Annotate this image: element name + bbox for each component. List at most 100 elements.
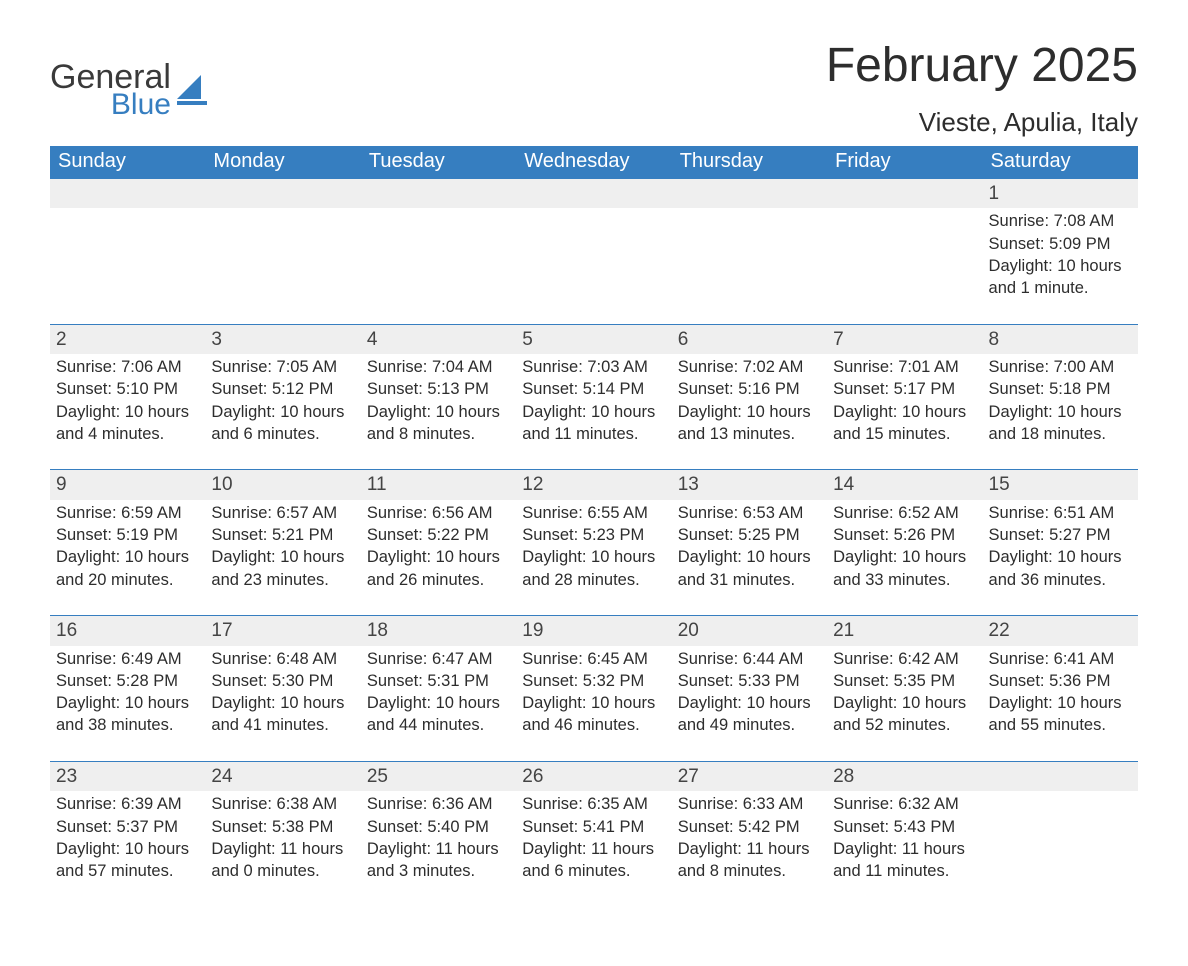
daylight-text: Daylight: 10 hours and 31 minutes. — [678, 546, 821, 591]
day-number-cell: 3 — [205, 324, 360, 354]
sunset-text: Sunset: 5:38 PM — [211, 816, 354, 838]
day-cell — [205, 208, 360, 324]
daylight-text: Daylight: 10 hours and 55 minutes. — [989, 692, 1132, 737]
day-number-cell — [827, 179, 982, 209]
day-cell: Sunrise: 6:56 AMSunset: 5:22 PMDaylight:… — [361, 500, 516, 616]
week-body-row: Sunrise: 7:08 AMSunset: 5:09 PMDaylight:… — [50, 208, 1138, 324]
day-number-cell: 1 — [983, 179, 1138, 209]
day-number: 20 — [672, 616, 827, 646]
day-cell: Sunrise: 6:36 AMSunset: 5:40 PMDaylight:… — [361, 791, 516, 906]
day-number: 5 — [516, 325, 671, 355]
sunset-text: Sunset: 5:26 PM — [833, 524, 976, 546]
sunset-text: Sunset: 5:43 PM — [833, 816, 976, 838]
sunrise-text: Sunrise: 6:47 AM — [367, 648, 510, 670]
day-cell: Sunrise: 6:55 AMSunset: 5:23 PMDaylight:… — [516, 500, 671, 616]
day-cell: Sunrise: 7:02 AMSunset: 5:16 PMDaylight:… — [672, 354, 827, 470]
sunrise-text: Sunrise: 6:57 AM — [211, 502, 354, 524]
sunset-text: Sunset: 5:14 PM — [522, 378, 665, 400]
day-number-cell: 8 — [983, 324, 1138, 354]
day-cell: Sunrise: 6:45 AMSunset: 5:32 PMDaylight:… — [516, 646, 671, 762]
day-number-cell: 27 — [672, 761, 827, 791]
sunrise-text: Sunrise: 6:39 AM — [56, 793, 199, 815]
sunset-text: Sunset: 5:16 PM — [678, 378, 821, 400]
day-number — [672, 179, 827, 209]
week-body-row: Sunrise: 7:06 AMSunset: 5:10 PMDaylight:… — [50, 354, 1138, 470]
day-cell: Sunrise: 6:51 AMSunset: 5:27 PMDaylight:… — [983, 500, 1138, 616]
day-cell: Sunrise: 6:41 AMSunset: 5:36 PMDaylight:… — [983, 646, 1138, 762]
day-cell — [50, 208, 205, 324]
day-number: 21 — [827, 616, 982, 646]
day-number-cell: 10 — [205, 470, 360, 500]
day-cell: Sunrise: 6:35 AMSunset: 5:41 PMDaylight:… — [516, 791, 671, 906]
day-number-cell — [983, 761, 1138, 791]
daylight-text: Daylight: 10 hours and 18 minutes. — [989, 401, 1132, 446]
brand-sail-icon — [177, 75, 211, 105]
day-number: 16 — [50, 616, 205, 646]
day-number: 12 — [516, 470, 671, 500]
location-label: Vieste, Apulia, Italy — [826, 107, 1138, 138]
weekday-header-row: Sunday Monday Tuesday Wednesday Thursday… — [50, 146, 1138, 179]
week-daynum-row: 232425262728 — [50, 761, 1138, 791]
day-number-cell — [361, 179, 516, 209]
day-number-cell: 28 — [827, 761, 982, 791]
day-number-cell: 24 — [205, 761, 360, 791]
daylight-text: Daylight: 11 hours and 0 minutes. — [211, 838, 354, 883]
day-number-cell: 6 — [672, 324, 827, 354]
daylight-text: Daylight: 10 hours and 6 minutes. — [211, 401, 354, 446]
day-number-cell: 4 — [361, 324, 516, 354]
day-number-cell: 2 — [50, 324, 205, 354]
day-number-cell: 15 — [983, 470, 1138, 500]
sunset-text: Sunset: 5:30 PM — [211, 670, 354, 692]
page: General Blue February 2025 Vieste, Apuli… — [0, 0, 1188, 966]
week-daynum-row: 16171819202122 — [50, 615, 1138, 645]
weekday-header: Saturday — [983, 146, 1138, 179]
sunrise-text: Sunrise: 6:49 AM — [56, 648, 199, 670]
sunrise-text: Sunrise: 6:36 AM — [367, 793, 510, 815]
sunset-text: Sunset: 5:12 PM — [211, 378, 354, 400]
calendar-table: Sunday Monday Tuesday Wednesday Thursday… — [50, 146, 1138, 907]
day-number: 17 — [205, 616, 360, 646]
daylight-text: Daylight: 10 hours and 23 minutes. — [211, 546, 354, 591]
day-number: 1 — [983, 179, 1138, 209]
day-cell: Sunrise: 7:05 AMSunset: 5:12 PMDaylight:… — [205, 354, 360, 470]
sunrise-text: Sunrise: 6:52 AM — [833, 502, 976, 524]
sunset-text: Sunset: 5:22 PM — [367, 524, 510, 546]
week-daynum-row: 9101112131415 — [50, 470, 1138, 500]
sunrise-text: Sunrise: 6:48 AM — [211, 648, 354, 670]
day-cell: Sunrise: 6:48 AMSunset: 5:30 PMDaylight:… — [205, 646, 360, 762]
sunrise-text: Sunrise: 6:55 AM — [522, 502, 665, 524]
sunrise-text: Sunrise: 7:05 AM — [211, 356, 354, 378]
sunrise-text: Sunrise: 6:44 AM — [678, 648, 821, 670]
sunset-text: Sunset: 5:42 PM — [678, 816, 821, 838]
sunset-text: Sunset: 5:28 PM — [56, 670, 199, 692]
day-number — [983, 762, 1138, 792]
day-number: 26 — [516, 762, 671, 792]
day-number-cell: 7 — [827, 324, 982, 354]
daylight-text: Daylight: 10 hours and 1 minute. — [989, 255, 1132, 300]
sunrise-text: Sunrise: 7:02 AM — [678, 356, 821, 378]
sunset-text: Sunset: 5:37 PM — [56, 816, 199, 838]
sunrise-text: Sunrise: 7:03 AM — [522, 356, 665, 378]
sunrise-text: Sunrise: 6:56 AM — [367, 502, 510, 524]
daylight-text: Daylight: 10 hours and 26 minutes. — [367, 546, 510, 591]
day-cell: Sunrise: 6:49 AMSunset: 5:28 PMDaylight:… — [50, 646, 205, 762]
day-number: 19 — [516, 616, 671, 646]
day-cell — [361, 208, 516, 324]
sunrise-text: Sunrise: 6:45 AM — [522, 648, 665, 670]
header-row: General Blue February 2025 Vieste, Apuli… — [50, 40, 1138, 138]
day-number-cell: 11 — [361, 470, 516, 500]
day-number — [205, 179, 360, 209]
sunset-text: Sunset: 5:23 PM — [522, 524, 665, 546]
day-number: 3 — [205, 325, 360, 355]
weekday-header: Wednesday — [516, 146, 671, 179]
sunset-text: Sunset: 5:21 PM — [211, 524, 354, 546]
sunrise-text: Sunrise: 7:06 AM — [56, 356, 199, 378]
sunset-text: Sunset: 5:31 PM — [367, 670, 510, 692]
day-number-cell: 12 — [516, 470, 671, 500]
weekday-header: Friday — [827, 146, 982, 179]
day-number-cell: 9 — [50, 470, 205, 500]
sunset-text: Sunset: 5:35 PM — [833, 670, 976, 692]
sunrise-text: Sunrise: 7:04 AM — [367, 356, 510, 378]
day-number: 15 — [983, 470, 1138, 500]
day-cell: Sunrise: 7:00 AMSunset: 5:18 PMDaylight:… — [983, 354, 1138, 470]
